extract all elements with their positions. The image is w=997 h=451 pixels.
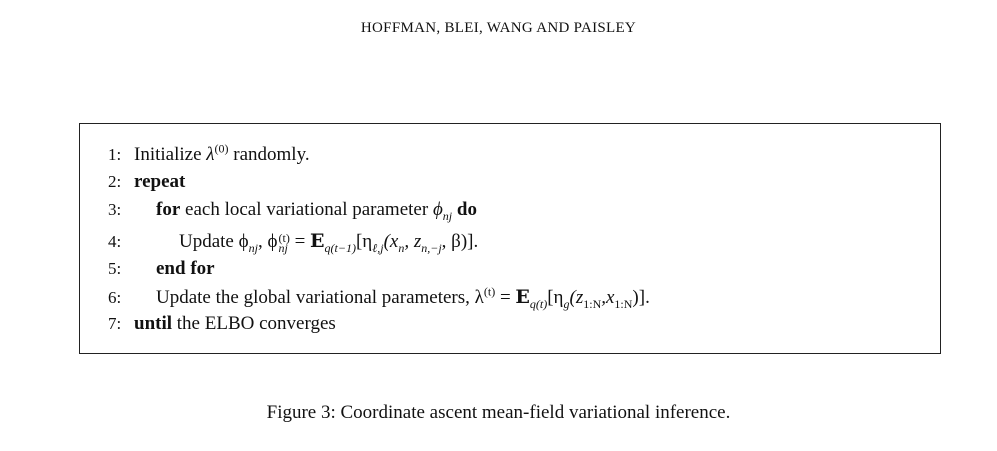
line-text: , ϕ bbox=[257, 231, 278, 252]
line-number: 4: bbox=[108, 232, 122, 251]
superscript: (t) bbox=[278, 230, 290, 245]
algorithm-line-6: 6: Update the global variational paramete… bbox=[108, 284, 650, 311]
subscript: n bbox=[398, 240, 405, 255]
subscript: nj bbox=[248, 240, 258, 255]
subscript: ℓ,j bbox=[372, 240, 384, 255]
line-text: , z bbox=[404, 231, 422, 252]
keyword-until: until bbox=[134, 313, 173, 334]
equals-sign: = bbox=[495, 287, 516, 308]
line-number: 6: bbox=[108, 288, 122, 307]
algorithm-line-4: 4: Update ϕnj, ϕ(t) nj = Eq(t−1)[ηℓ,j(xn, … bbox=[108, 230, 479, 255]
line-text: , β)]. bbox=[441, 231, 479, 252]
line-text: )]. bbox=[632, 287, 650, 308]
keyword-do: do bbox=[452, 199, 477, 220]
line-text: [η bbox=[355, 231, 373, 252]
line-number: 3: bbox=[108, 200, 122, 219]
algorithm-line-5: 5: end for bbox=[108, 258, 215, 280]
subscript: q(t) bbox=[529, 296, 548, 311]
equals-sign: = bbox=[289, 231, 311, 252]
line-text: ,x bbox=[601, 287, 615, 308]
algorithm-line-2: 2: repeat bbox=[108, 171, 185, 193]
subscript: nj bbox=[278, 240, 288, 255]
subscript: 1:N bbox=[583, 296, 602, 311]
line-text: (x bbox=[383, 231, 399, 252]
algorithm-line-3: 3: for each local variational parameter ϕ… bbox=[108, 199, 477, 223]
line-text: the ELBO converges bbox=[172, 313, 336, 334]
line-text: (z bbox=[569, 287, 584, 308]
figure-caption: Figure 3: Coordinate ascent mean-field v… bbox=[266, 402, 731, 423]
subscript: nj bbox=[442, 208, 453, 223]
subscript: g bbox=[563, 296, 570, 311]
line-text: Initialize bbox=[134, 144, 207, 165]
algorithm-line-1: 1: Initialize λ(0) randomly. bbox=[108, 141, 310, 166]
line-text: each local variational parameter bbox=[180, 199, 433, 220]
algorithm-line-7: 7: until the ELBO converges bbox=[108, 313, 336, 335]
keyword-end-for: end for bbox=[156, 258, 215, 279]
superscript: (t) bbox=[483, 284, 496, 299]
line-number: 1: bbox=[108, 145, 122, 164]
superscript: (0) bbox=[214, 141, 229, 156]
line-text: [η bbox=[547, 287, 564, 308]
subscript: q(t−1) bbox=[324, 240, 356, 255]
line-text: Update the global variational parameters… bbox=[156, 287, 484, 308]
expectation-symbol: E bbox=[310, 230, 325, 252]
line-number: 5: bbox=[108, 259, 122, 278]
subscript: 1:N bbox=[614, 296, 633, 311]
keyword-for: for bbox=[156, 199, 181, 220]
header-authors: HOFFMAN, BLEI, WANG AND PAISLEY bbox=[360, 20, 637, 36]
running-header: HOFFMAN, BLEI, WANG AND PAISLEY bbox=[0, 20, 997, 37]
subscript: n,−j bbox=[421, 240, 442, 255]
line-number: 2: bbox=[108, 172, 122, 191]
keyword-repeat: repeat bbox=[134, 171, 186, 192]
line-text: Update ϕ bbox=[179, 231, 249, 252]
algorithm-box: 1: Initialize λ(0) randomly. 2: repeat 3: f… bbox=[79, 123, 941, 354]
line-text: randomly. bbox=[228, 144, 310, 165]
phi-symbol: ϕ bbox=[432, 199, 443, 220]
expectation-symbol: E bbox=[515, 286, 530, 308]
lambda-symbol: λ bbox=[206, 144, 215, 165]
line-number: 7: bbox=[108, 314, 122, 333]
sup-sub-stack: (t) nj bbox=[278, 230, 290, 255]
